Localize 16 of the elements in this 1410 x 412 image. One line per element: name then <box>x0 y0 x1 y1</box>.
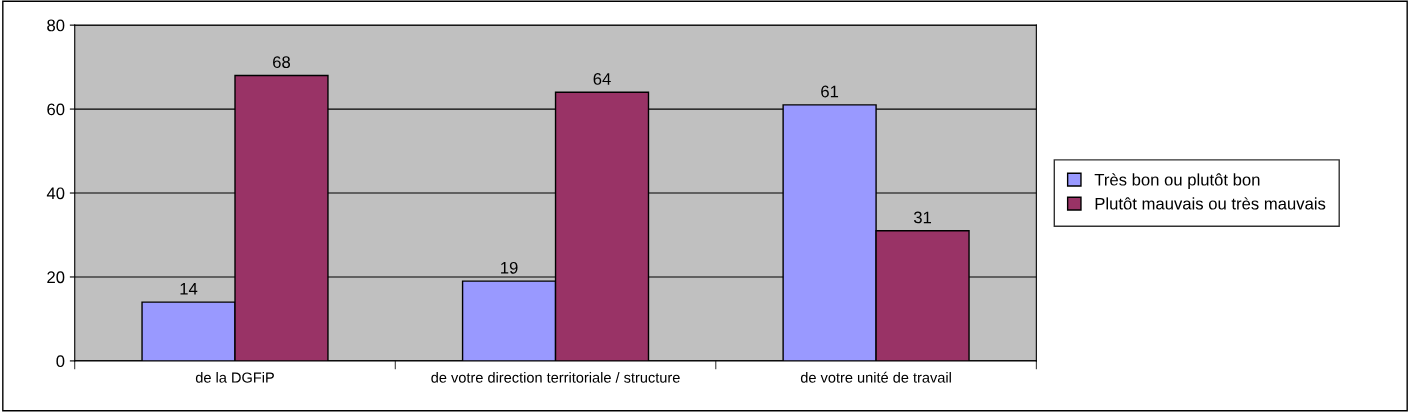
y-tick-label: 0 <box>56 355 65 368</box>
y-tick-label: 80 <box>47 19 65 32</box>
data-label: 68 <box>273 56 291 69</box>
data-label: 64 <box>593 73 611 85</box>
x-tick-label: de votre unité de travail <box>800 371 951 383</box>
x-tick-label: de la DGFiP <box>195 372 274 383</box>
data-label: 14 <box>180 283 198 295</box>
y-tick-label: 20 <box>47 271 65 284</box>
data-label: 31 <box>913 211 932 224</box>
data-label: 19 <box>501 261 518 274</box>
legend-label: Plutôt mauvais ou très mauvais <box>1095 197 1326 210</box>
legend-label: Très bon ou plutôt bon <box>1094 173 1260 189</box>
y-tick-label: 60 <box>47 103 65 116</box>
x-tick-label: de votre direction territoriale / structure <box>431 372 680 383</box>
y-tick-label: 40 <box>46 187 65 200</box>
data-label: 61 <box>821 85 839 98</box>
